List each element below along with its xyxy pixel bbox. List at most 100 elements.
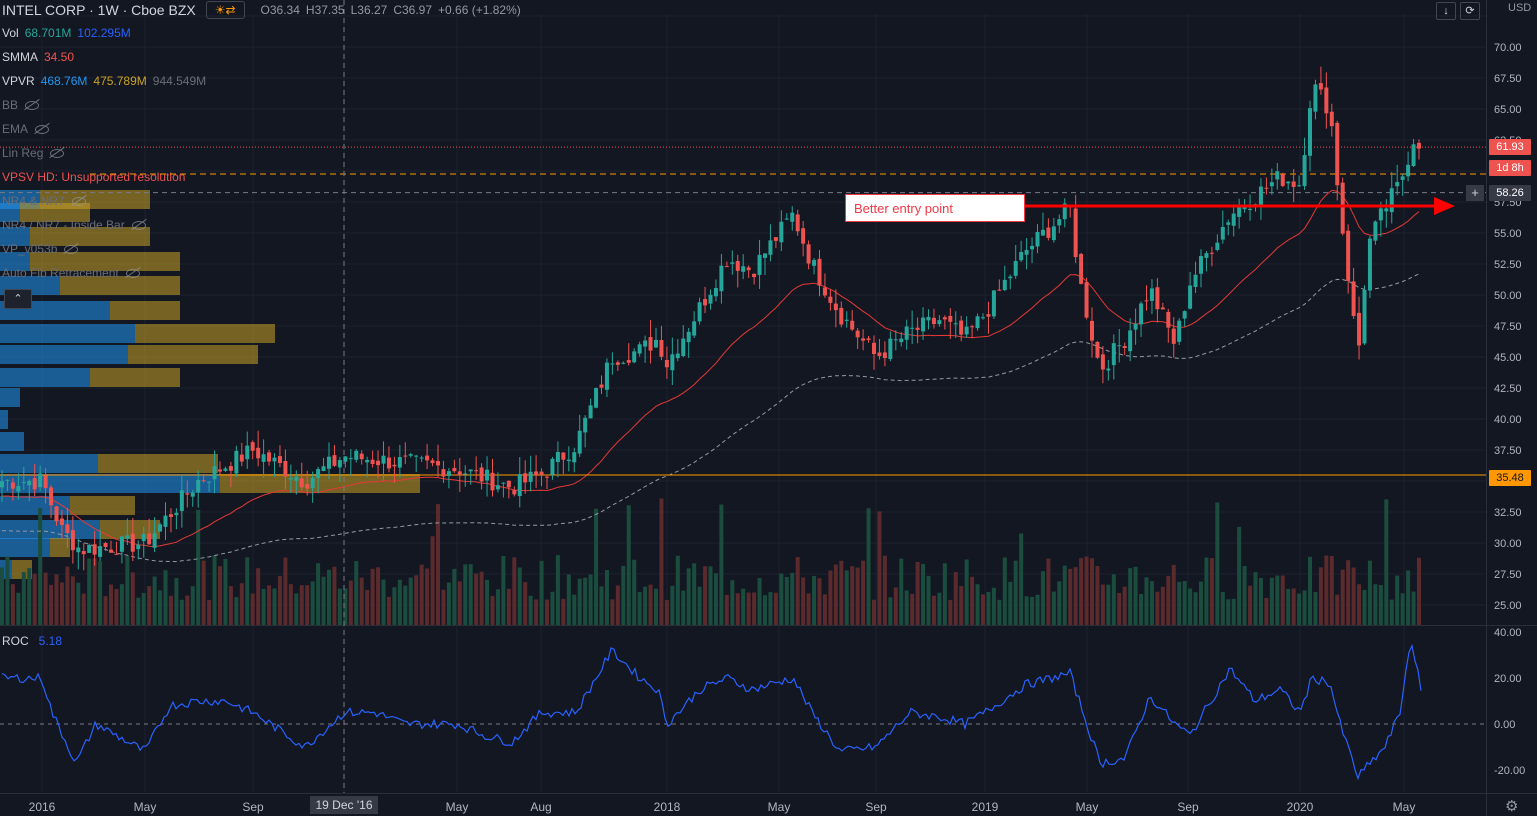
candle-body [621, 362, 626, 364]
last-price-tag: 61.93 [1489, 139, 1531, 155]
candle-body [1335, 122, 1340, 186]
candle-body [953, 323, 958, 325]
legend-ema[interactable]: EMA [2, 120, 50, 138]
volume-bar [316, 563, 321, 625]
volume-bar [643, 586, 648, 625]
volume-bar [741, 588, 746, 625]
candle-body [152, 533, 157, 548]
volume-bar [1367, 560, 1372, 625]
candle-body [1248, 208, 1253, 211]
candle-body [659, 340, 664, 357]
candle-body [1346, 230, 1351, 281]
volume-bar [517, 567, 522, 625]
candle-body [419, 457, 424, 459]
legend-smma[interactable]: SMMA 34.50 [2, 48, 74, 66]
candle-body [517, 474, 522, 497]
candle-body [16, 486, 21, 492]
volume-bar [1411, 591, 1416, 625]
eye-hidden-icon[interactable] [131, 220, 147, 230]
volume-bar [1177, 581, 1182, 625]
volume-bar [675, 555, 680, 625]
price-tick-label: 65.00 [1494, 104, 1522, 116]
candle-body [1079, 253, 1084, 284]
volume-bar [337, 588, 342, 625]
legend-bb[interactable]: BB [2, 96, 40, 114]
legend-vol[interactable]: Vol 68.701M 102.295M [2, 24, 131, 42]
volume-bar [1275, 575, 1280, 625]
volume-bar [991, 587, 996, 625]
volume-bar [997, 599, 1002, 625]
volume-bar [1051, 591, 1056, 625]
candlesticks [0, 66, 1421, 571]
eye-hidden-icon[interactable] [49, 148, 65, 158]
volume-bar [632, 559, 637, 625]
time-tick-label: May [768, 800, 791, 814]
crosshair-date-tag: 19 Dec '16 [310, 796, 378, 814]
volume-bar [452, 568, 457, 625]
volume-bar [76, 582, 81, 625]
candle-body [468, 469, 473, 472]
candle-body [337, 460, 342, 468]
volume-bar [550, 591, 555, 625]
candle-body [1117, 345, 1122, 347]
vp-bar-up [0, 345, 128, 364]
candle-body [1297, 185, 1302, 187]
volume-bar [594, 508, 599, 625]
candle-body [1166, 311, 1171, 328]
volume-bar [1237, 526, 1242, 625]
volume-bar [457, 581, 462, 625]
volume-bar [70, 576, 75, 625]
legend-fib[interactable]: Auto Fib Retracement [2, 264, 141, 282]
volume-bar [1302, 590, 1307, 625]
legend-nr4[interactable]: NR4 & NR7 [2, 192, 87, 210]
candle-body [637, 344, 642, 354]
vp-bar-up [0, 388, 20, 407]
legend-smma-name: SMMA [2, 50, 38, 64]
refresh-icon[interactable]: ⟳ [1460, 2, 1480, 20]
volume-bar [572, 594, 577, 625]
candle-body [158, 524, 163, 532]
settings-gear-icon[interactable]: ⚙ [1505, 798, 1519, 815]
eye-hidden-icon[interactable] [34, 124, 50, 134]
volume-bar [1389, 599, 1394, 625]
legend-vpvr[interactable]: VPVR 468.76M 475.789M 944.549M [2, 72, 206, 90]
candle-body [218, 469, 222, 472]
eye-hidden-icon[interactable] [63, 244, 79, 254]
eye-hidden-icon[interactable] [125, 268, 141, 278]
volume-bar [1193, 592, 1198, 625]
candle-body [299, 478, 304, 488]
legend-vpsv[interactable]: VPSV HD: Unsupported resolution [2, 168, 185, 186]
candle-body [1357, 312, 1362, 346]
legend-linreg[interactable]: Lin Reg [2, 144, 65, 162]
legend-vp[interactable]: VP_v053b [2, 240, 79, 258]
candle-body [1367, 238, 1372, 291]
eye-hidden-icon[interactable] [71, 196, 87, 206]
candle-body [1280, 174, 1285, 186]
eye-hidden-icon[interactable] [24, 100, 40, 110]
candle-body [1057, 219, 1062, 226]
candle-body [882, 352, 887, 359]
annotation-callout[interactable]: Better entry point [845, 194, 1025, 222]
collapse-legend-button[interactable]: ⌃ [4, 289, 32, 309]
volume-bar [801, 577, 806, 625]
vp-bar-up [0, 252, 30, 271]
symbol-title[interactable]: INTEL CORP · 1W · Cboe BZX [2, 2, 196, 18]
volume-bar [959, 586, 964, 625]
vp-bar-down [60, 276, 180, 295]
volume-bar [975, 584, 980, 625]
time-tick-label: Sep [865, 800, 887, 814]
volume-bar [566, 574, 571, 625]
candle-body [414, 455, 419, 457]
legend-nr4ib[interactable]: NR4 / NR7 - Inside Bar [2, 216, 147, 234]
plus-icon[interactable]: + [1466, 185, 1484, 201]
candle-body [719, 265, 724, 292]
arrow-down-icon[interactable]: ↓ [1436, 2, 1456, 20]
candle-body [981, 317, 985, 319]
legend-roc[interactable]: ROC 5.18 [2, 632, 62, 650]
vp-bar-up [0, 432, 24, 451]
volume-bar [931, 595, 936, 625]
volume-bar [245, 557, 250, 625]
candle-body [1204, 253, 1209, 258]
sun-icon[interactable]: ☀⇄ [205, 1, 245, 19]
